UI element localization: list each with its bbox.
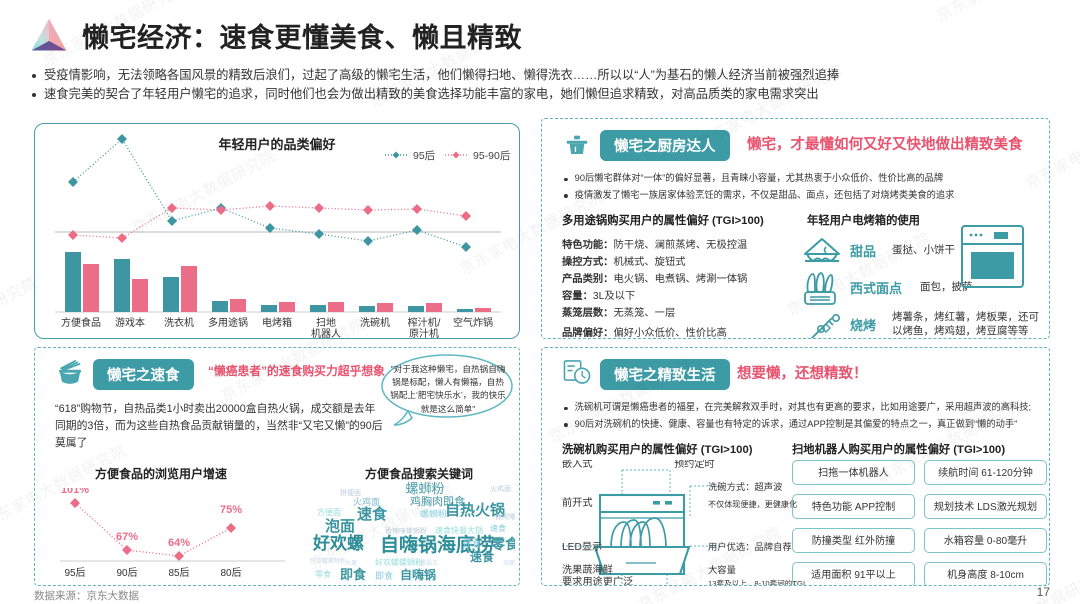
svg-text:速食快餐大锅: 速食快餐大锅: [435, 525, 483, 535]
svg-text:螺蛳粉: 螺蛳粉: [405, 481, 444, 496]
svg-text:101%: 101%: [61, 488, 89, 496]
svg-text:洗果蔬海鲜: 洗果蔬海鲜: [562, 563, 613, 576]
svg-text:好欢螺螺蛳粉: 好欢螺螺蛳粉: [310, 557, 346, 565]
svg-text:方便面: 方便面: [317, 507, 341, 517]
svg-text:大容量: 大容量: [708, 564, 736, 575]
svg-text:方便食品: 方便食品: [61, 316, 101, 329]
svg-text:榨汁机/: 榨汁机/: [408, 316, 441, 329]
svg-text:好欢螺螺蛳粉: 好欢螺螺蛳粉: [375, 557, 423, 567]
svg-text:多用途锅: 多用途锅: [208, 316, 248, 329]
svg-text:泡面: 泡面: [325, 517, 355, 535]
svg-text:拼便面: 拼便面: [340, 488, 361, 497]
svg-text:空气炸锅: 空气炸锅: [453, 316, 493, 329]
svg-text:水果: 水果: [345, 559, 357, 567]
svg-text:好欢螺: 好欢螺: [312, 533, 364, 553]
svg-text:90后: 90后: [116, 567, 137, 579]
svg-text:75%: 75%: [220, 504, 242, 516]
svg-text:85后: 85后: [168, 567, 189, 579]
svg-text:零食: 零食: [315, 569, 331, 579]
svg-text:速食: 速食: [490, 523, 506, 533]
svg-text:不仅体现便捷，更健康化: 不仅体现便捷，更健康化: [708, 499, 797, 509]
svg-text:LED显示: LED显示: [562, 541, 602, 553]
svg-text:64%: 64%: [168, 537, 190, 549]
svg-text:螺蛳粉: 螺蛳粉: [420, 508, 447, 519]
svg-text:洗碗方式：超声波: 洗碗方式：超声波: [708, 481, 782, 492]
svg-text:洗衣机: 洗衣机: [164, 316, 194, 329]
svg-text:火鸡面: 火鸡面: [490, 484, 511, 493]
svg-text:自嗨锅: 自嗨锅: [400, 567, 436, 581]
svg-text:前开式: 前开式: [562, 496, 593, 509]
svg-text:速食: 速食: [357, 505, 388, 523]
svg-text:嵌入式: 嵌入式: [562, 460, 593, 470]
svg-text:80后: 80后: [220, 567, 241, 579]
svg-text:预约定时: 预约定时: [674, 460, 715, 470]
svg-text:电烤箱: 电烤箱: [262, 316, 292, 329]
svg-text:速食: 速食: [470, 549, 495, 564]
svg-text:扫地: 扫地: [316, 316, 336, 329]
svg-text:香辣味螺蛳粉: 香辣味螺蛳粉: [385, 526, 427, 535]
svg-text:原汁机: 原汁机: [409, 327, 439, 339]
svg-text:洗碗机: 洗碗机: [360, 316, 390, 329]
svg-text:休闲零食: 休闲零食: [495, 512, 515, 521]
svg-text:即食: 即食: [463, 538, 481, 549]
svg-text:用户优选：品牌自荐: 用户优选：品牌自荐: [708, 541, 792, 552]
svg-text:游戏本: 游戏本: [115, 316, 145, 329]
svg-text:95后: 95后: [64, 567, 85, 579]
svg-text:即食: 即食: [340, 567, 367, 581]
svg-text:即食: 即食: [375, 570, 393, 581]
svg-text:要求用途更广泛: 要求用途更广泛: [562, 575, 633, 586]
svg-text:螺霸王: 螺霸王: [420, 559, 438, 567]
svg-text:泡面: 泡面: [503, 559, 515, 567]
svg-text:67%: 67%: [116, 531, 138, 543]
svg-text:13套及以上、8-10套间的TGI: 13套及以上、8-10套间的TGI: [708, 578, 805, 586]
svg-text:机器人: 机器人: [311, 327, 341, 339]
